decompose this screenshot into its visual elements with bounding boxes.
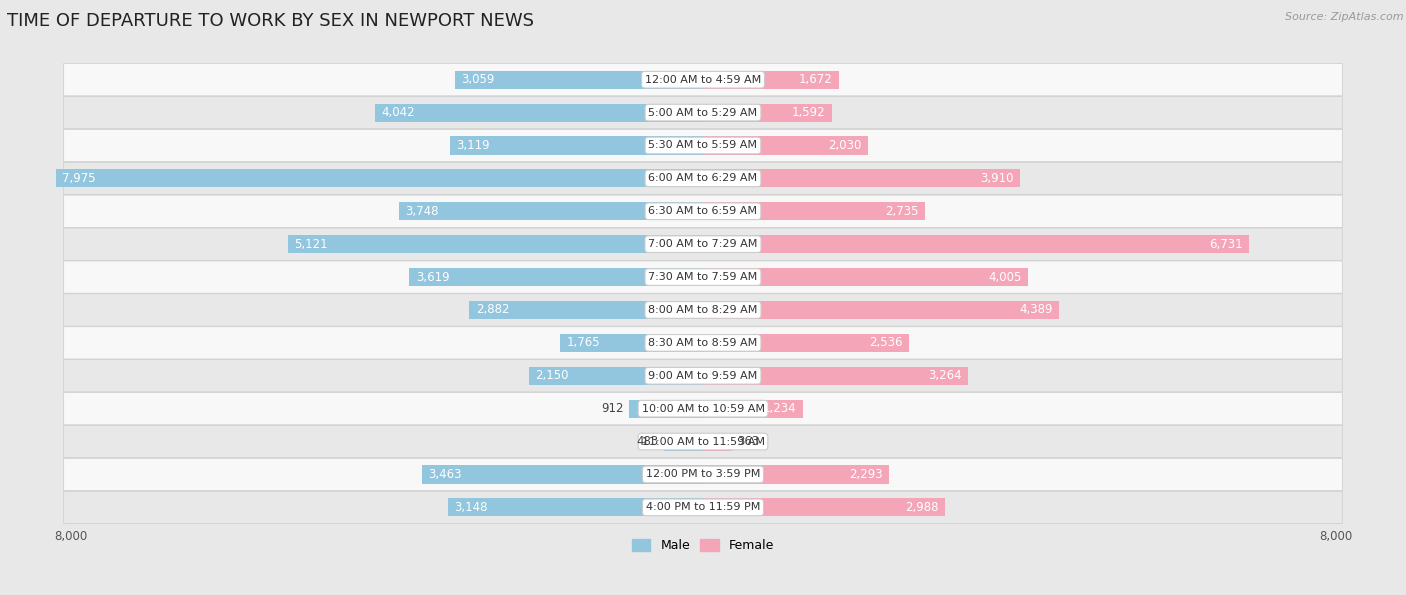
FancyBboxPatch shape [63,425,1343,458]
FancyBboxPatch shape [63,64,1343,96]
Text: 3,119: 3,119 [457,139,491,152]
Bar [703,301,1059,319]
Text: 7,975: 7,975 [62,172,96,185]
Text: 8:30 AM to 8:59 AM: 8:30 AM to 8:59 AM [648,338,758,348]
Text: 4:00 PM to 11:59 PM: 4:00 PM to 11:59 PM [645,502,761,512]
Bar [409,268,703,286]
Bar [454,71,703,89]
FancyBboxPatch shape [63,491,1343,524]
Bar [703,400,803,418]
Bar [450,136,703,155]
FancyBboxPatch shape [63,195,1343,227]
Text: 2,735: 2,735 [884,205,918,218]
Bar [703,170,1021,187]
Text: 6:30 AM to 6:59 AM: 6:30 AM to 6:59 AM [648,206,758,216]
Text: 3,619: 3,619 [416,271,450,284]
Text: 1,765: 1,765 [567,336,600,349]
Text: 3,910: 3,910 [980,172,1014,185]
Text: 4,389: 4,389 [1019,303,1053,317]
Text: 912: 912 [602,402,624,415]
Text: 12:00 AM to 4:59 AM: 12:00 AM to 4:59 AM [645,75,761,84]
Bar [470,301,703,319]
Bar [422,465,703,484]
Text: 3,264: 3,264 [928,369,962,382]
Bar [375,104,703,121]
Bar [703,433,733,450]
Bar [628,400,703,418]
Text: 6,731: 6,731 [1209,237,1243,250]
FancyBboxPatch shape [63,327,1343,359]
Bar [703,235,1249,253]
Text: 4,042: 4,042 [381,106,415,119]
Text: 8,000: 8,000 [1319,530,1353,543]
FancyBboxPatch shape [63,359,1343,392]
Bar [703,268,1028,286]
Text: 2,293: 2,293 [849,468,883,481]
Bar [703,334,908,352]
Bar [664,433,703,450]
Text: 1,672: 1,672 [799,73,832,86]
FancyBboxPatch shape [63,393,1343,425]
Bar [703,202,925,220]
FancyBboxPatch shape [63,458,1343,490]
Text: 3,748: 3,748 [405,205,439,218]
Text: 5:00 AM to 5:29 AM: 5:00 AM to 5:29 AM [648,108,758,118]
FancyBboxPatch shape [63,261,1343,293]
Bar [529,367,703,385]
Text: 1,592: 1,592 [792,106,825,119]
Bar [56,170,703,187]
Text: 2,536: 2,536 [869,336,903,349]
Text: 3,463: 3,463 [429,468,463,481]
Bar [703,465,889,484]
Bar [287,235,703,253]
Text: Source: ZipAtlas.com: Source: ZipAtlas.com [1285,12,1403,22]
Text: 10:00 AM to 10:59 AM: 10:00 AM to 10:59 AM [641,403,765,414]
Bar [703,367,967,385]
Text: 11:00 AM to 11:59 AM: 11:00 AM to 11:59 AM [641,437,765,447]
Text: 363: 363 [737,435,759,448]
Text: 8,000: 8,000 [53,530,87,543]
Text: 3,059: 3,059 [461,73,495,86]
FancyBboxPatch shape [63,129,1343,162]
FancyBboxPatch shape [63,96,1343,129]
Text: 6:00 AM to 6:29 AM: 6:00 AM to 6:29 AM [648,173,758,183]
Text: TIME OF DEPARTURE TO WORK BY SEX IN NEWPORT NEWS: TIME OF DEPARTURE TO WORK BY SEX IN NEWP… [7,12,534,30]
FancyBboxPatch shape [63,294,1343,326]
Bar [703,136,868,155]
Bar [399,202,703,220]
Text: 2,988: 2,988 [905,501,939,514]
Bar [703,104,832,121]
Text: 7:30 AM to 7:59 AM: 7:30 AM to 7:59 AM [648,272,758,282]
Text: 7:00 AM to 7:29 AM: 7:00 AM to 7:29 AM [648,239,758,249]
Text: 9:00 AM to 9:59 AM: 9:00 AM to 9:59 AM [648,371,758,381]
Bar [447,498,703,516]
Text: 5,121: 5,121 [294,237,328,250]
Text: 4,005: 4,005 [988,271,1021,284]
Text: 1,234: 1,234 [763,402,797,415]
Text: 2,030: 2,030 [828,139,862,152]
Text: 2,150: 2,150 [536,369,568,382]
Text: 12:00 PM to 3:59 PM: 12:00 PM to 3:59 PM [645,469,761,480]
Text: 8:00 AM to 8:29 AM: 8:00 AM to 8:29 AM [648,305,758,315]
Text: 3,148: 3,148 [454,501,488,514]
Bar [703,71,838,89]
FancyBboxPatch shape [63,228,1343,260]
Text: 5:30 AM to 5:59 AM: 5:30 AM to 5:59 AM [648,140,758,151]
Text: 2,882: 2,882 [475,303,509,317]
FancyBboxPatch shape [63,162,1343,195]
Text: 483: 483 [637,435,659,448]
Bar [560,334,703,352]
Legend: Male, Female: Male, Female [627,534,779,558]
Bar [703,498,945,516]
